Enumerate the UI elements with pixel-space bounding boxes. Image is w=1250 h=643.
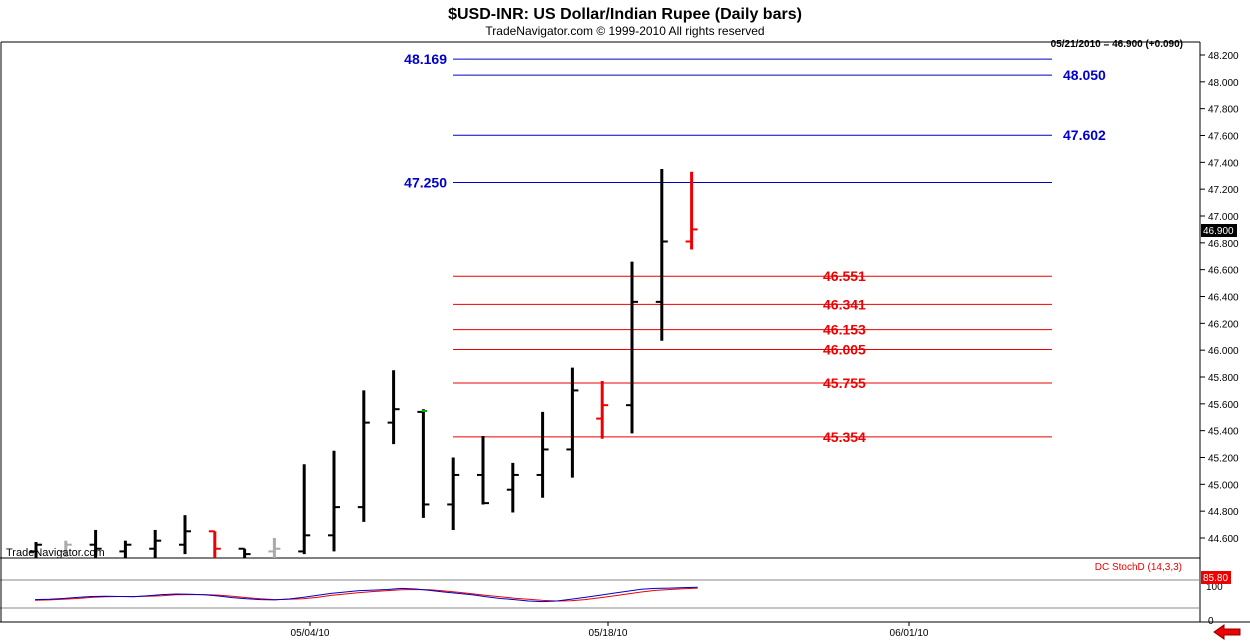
y-tick-label: 46.200 [1208,319,1239,330]
bars-layer [30,169,698,558]
x-tick-label: 05/18/10 [589,628,628,639]
y-tick-label: 46.000 [1208,346,1239,357]
y-tick-label: 45.400 [1208,427,1239,438]
last-quote-label: 05/21/2010 = 46.900 (+0.090) [1051,39,1183,50]
chart-subtitle: TradeNavigator.com © 1999-2010 All right… [485,24,764,38]
indicator-top-tick: 100 [1206,582,1223,593]
indicator-name-label: DC StochD (14,3,3) [1095,562,1182,573]
y-tick-label: 47.400 [1208,158,1239,169]
current-price-box [1201,224,1237,237]
level-label: 46.005 [823,341,866,357]
y-tick-label: 46.400 [1208,293,1239,304]
y-tick-label: 45.000 [1208,480,1239,491]
y-tick-label: 45.800 [1208,373,1239,384]
level-label: 47.602 [1063,127,1106,143]
x-tick-label: 05/04/10 [291,628,330,639]
level-label: 46.341 [823,296,866,312]
indicator-layer [34,586,698,603]
chart-title: $USD-INR: US Dollar/Indian Rupee (Daily … [448,6,802,23]
indicator-value-box [1201,571,1231,584]
indicator-bottom-tick: 0 [1208,616,1214,627]
level-label: 48.050 [1063,67,1106,83]
level-label: 46.551 [823,268,866,284]
y-tick-label: 46.800 [1208,239,1239,250]
y-tick-label: 44.800 [1208,507,1239,518]
level-label: 47.250 [404,174,447,190]
y-tick-label: 46.600 [1208,266,1239,277]
y-tick-label: 45.600 [1208,400,1239,411]
axis-layer: 48.200 48.000 47.800 47.600 47.400 47.200 47.0… [291,51,1239,639]
level-label: 48.169 [404,51,447,67]
bars-group [30,169,698,558]
y-tick-label: 47.800 [1208,105,1239,116]
levels-layer: 48.169 48.050 47.602 47.250 46.551 46.341 46.1… [404,51,1106,445]
level-label: 45.755 [823,375,866,391]
level-label: 46.153 [823,322,866,338]
y-tick-label: 47.600 [1208,132,1239,143]
y-tick-label: 44.600 [1208,534,1239,545]
y-tick-label: 47.000 [1208,212,1239,223]
watermark-label: TradeNavigator.com [6,547,105,559]
y-tick-label: 48.200 [1208,51,1239,62]
stoch-blue-line [34,586,698,603]
y-tick-label: 48.000 [1208,78,1239,89]
scroll-left-arrow-icon[interactable] [1212,624,1242,640]
y-tick-label: 47.200 [1208,185,1239,196]
x-tick-label: 06/01/10 [890,628,929,639]
level-label: 45.354 [823,429,866,445]
current-price-label: 46.900 [1203,226,1234,237]
frame-layer [0,41,1250,623]
indicator-value-label: 85.80 [1203,573,1228,584]
y-tick-label: 45.200 [1208,454,1239,465]
